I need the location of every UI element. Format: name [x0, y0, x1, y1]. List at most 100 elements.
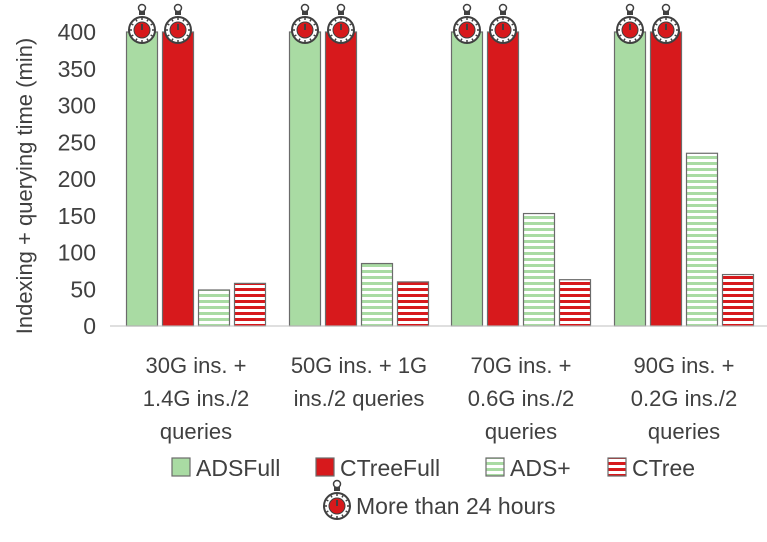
stopwatch-icon [323, 479, 351, 520]
stopwatch-icon [652, 3, 680, 44]
stopwatch-tick [341, 514, 344, 517]
stopwatch-tick [674, 34, 677, 37]
stopwatch-icon [489, 3, 517, 44]
bar-ads--3 [522, 212, 556, 327]
stopwatch-tick [326, 499, 329, 502]
stopwatch-icon [164, 3, 192, 44]
category-label: 70G ins. + 0.6G ins./2 queries [468, 353, 574, 444]
category-label-line: 70G ins. + [471, 353, 572, 378]
stopwatch-tick [349, 23, 352, 26]
stopwatch-button [498, 3, 508, 13]
category-label-line: queries [160, 419, 232, 444]
stopwatch-tick [670, 38, 673, 41]
y-axis-title: Indexing + querying time (min) [12, 38, 37, 335]
stopwatch-tick [131, 34, 134, 37]
stopwatch-tick [150, 23, 153, 26]
bar-ctree-1 [233, 282, 267, 327]
stopwatch-tick [334, 19, 337, 22]
y-tick-label: 100 [58, 240, 96, 266]
y-tick-label: 150 [58, 203, 96, 229]
y-tick-labels: 0 50 100 150 200 250 300 350 400 [58, 19, 96, 339]
stopwatch-icon [453, 3, 481, 44]
stopwatch-button [300, 3, 310, 13]
stopwatch-tick [146, 19, 149, 22]
stopwatch-tick [619, 23, 622, 26]
stopwatch-tick [341, 495, 344, 498]
bar-ctreefull-4 [649, 31, 683, 327]
stopwatch-tick [623, 38, 626, 41]
y-tick-label: 200 [58, 166, 96, 192]
category-label-line: queries [648, 419, 720, 444]
stopwatch-tick [511, 23, 514, 26]
stopwatch-tick [659, 38, 662, 41]
stopwatch-tick [674, 23, 677, 26]
bar-adsfull-2 [288, 31, 322, 327]
category-label: 50G ins. + 1G ins./2 queries [291, 353, 427, 411]
stopwatch-button [462, 3, 472, 13]
legend: ADSFull CTreeFull ADS+ CTree More than 24 ho… [171, 455, 695, 520]
stopwatch-icon [616, 3, 644, 44]
stopwatch-tick [330, 495, 333, 498]
legend-item: CTreeFull [315, 455, 440, 481]
stopwatch-tick [326, 510, 329, 513]
category-label-line: ins./2 queries [294, 386, 425, 411]
bar-ctree-2 [396, 281, 430, 327]
stopwatch-tick [298, 19, 301, 22]
stopwatch-tick [345, 38, 348, 41]
stopwatch-tick [313, 23, 316, 26]
y-tick-label: 400 [58, 19, 96, 45]
legend-swatch [315, 457, 335, 477]
bar-ads--4 [685, 152, 719, 327]
stopwatch-tick [507, 19, 510, 22]
stopwatch-tick [511, 34, 514, 37]
stopwatch-icon [327, 3, 355, 44]
stopwatch-tick [167, 34, 170, 37]
stopwatch-button [336, 3, 346, 13]
category-label: 90G ins. + 0.2G ins./2 queries [631, 353, 737, 444]
stopwatch-tick [182, 19, 185, 22]
stopwatch-tick [655, 34, 658, 37]
stopwatch-tick [131, 23, 134, 26]
stopwatch-tick [294, 34, 297, 37]
category-label-line: 0.2G ins./2 [631, 386, 737, 411]
category-label-line: 90G ins. + [634, 353, 735, 378]
stopwatch-button [173, 3, 183, 13]
stopwatch-tick [670, 19, 673, 22]
stopwatch-tick [334, 38, 337, 41]
category-label-line: 50G ins. + 1G [291, 353, 427, 378]
legend-label: ADSFull [196, 455, 280, 481]
stopwatch-tick [471, 19, 474, 22]
stopwatch-tick [330, 514, 333, 517]
category-labels: 30G ins. + 1.4G ins./2 queries 50G ins. + 1… [143, 353, 737, 444]
y-tick-label: 50 [70, 276, 96, 302]
bar-ctreefull-3 [486, 31, 520, 327]
stopwatch-tick [309, 38, 312, 41]
bar-ctree-4 [721, 273, 755, 327]
stopwatch-tick [182, 38, 185, 41]
stopwatch-tick [623, 19, 626, 22]
stopwatch-tick [655, 23, 658, 26]
stopwatch-tick [171, 38, 174, 41]
category-label-line: 0.6G ins./2 [468, 386, 574, 411]
legend-label-timeout: More than 24 hours [356, 493, 555, 519]
stopwatch-tick [475, 23, 478, 26]
stopwatch-tick [496, 38, 499, 41]
stopwatch-tick [638, 23, 641, 26]
bar-adsfull-1 [125, 31, 159, 327]
stopwatch-tick [471, 38, 474, 41]
stopwatch-tick [507, 38, 510, 41]
stopwatch-icon [291, 3, 319, 44]
category-label: 30G ins. + 1.4G ins./2 queries [143, 353, 249, 444]
bar-adsfull-4 [613, 31, 647, 327]
legend-label: ADS+ [510, 455, 571, 481]
stopwatch-tick [619, 34, 622, 37]
stopwatch-tick [186, 34, 189, 37]
bar-ctreefull-1 [161, 31, 195, 327]
bar-adsfull-3 [450, 31, 484, 327]
legend-item: ADSFull [171, 455, 280, 481]
y-tick-label: 250 [58, 129, 96, 155]
stopwatch-tick [150, 34, 153, 37]
legend-label: CTreeFull [340, 455, 440, 481]
stopwatch-tick [171, 19, 174, 22]
